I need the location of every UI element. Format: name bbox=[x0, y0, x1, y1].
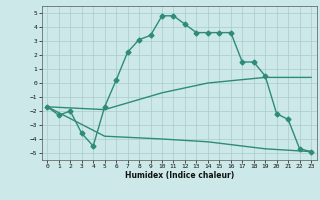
X-axis label: Humidex (Indice chaleur): Humidex (Indice chaleur) bbox=[124, 171, 234, 180]
